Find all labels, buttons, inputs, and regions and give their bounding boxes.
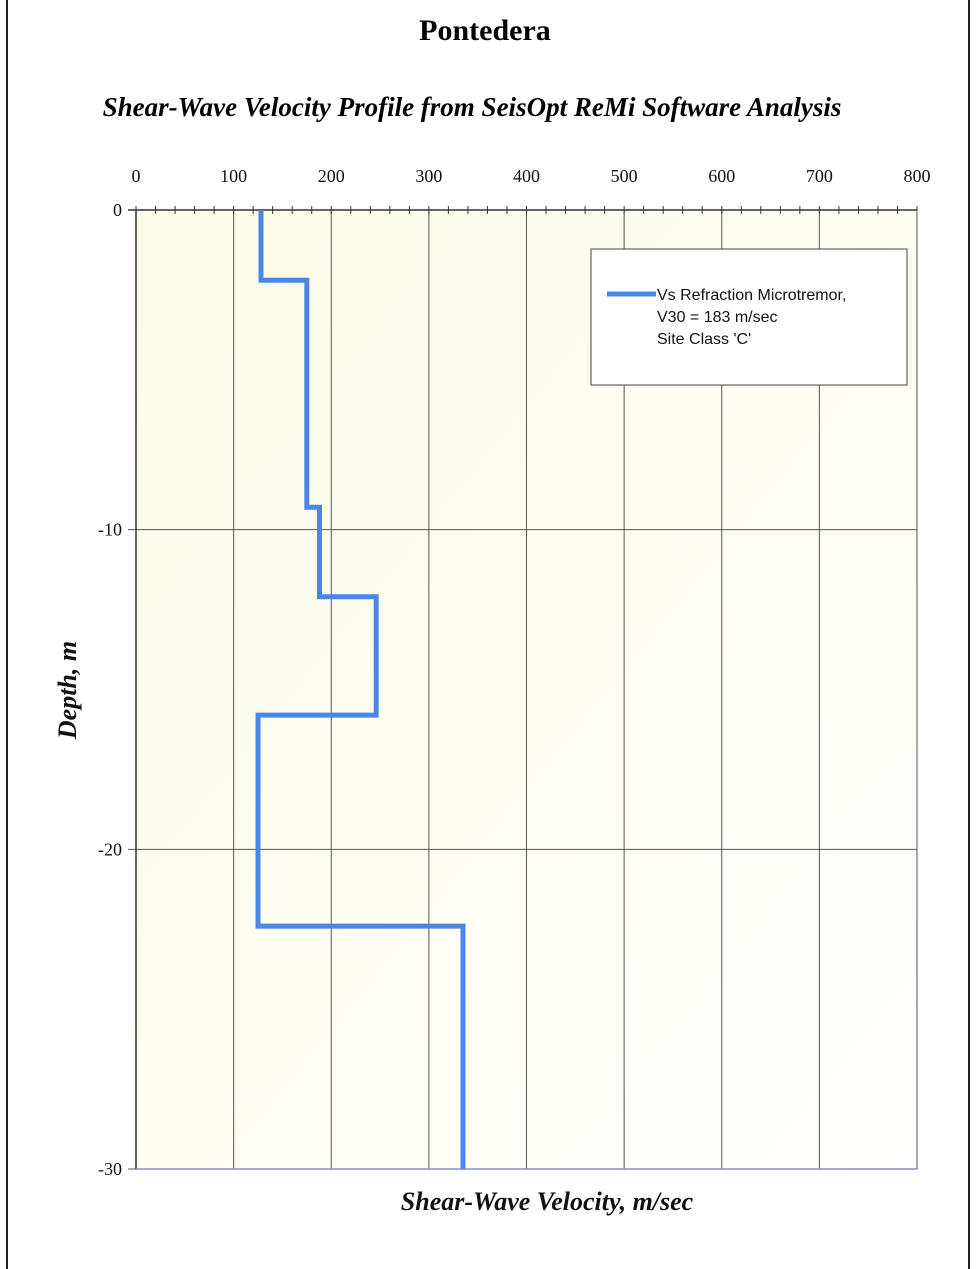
legend-box	[590, 248, 908, 386]
x-tick-label: 200	[318, 166, 345, 186]
x-tick-label: 300	[415, 166, 442, 186]
x-tick-label: 600	[708, 166, 735, 186]
x-tick-label: 100	[220, 166, 247, 186]
y-tick-label: -10	[98, 520, 122, 540]
x-tick-label: 500	[611, 166, 638, 186]
y-tick-label: -20	[98, 839, 122, 859]
x-axis-title: Shear-Wave Velocity, m/sec	[401, 1187, 694, 1216]
y-axis-title: Depth, m	[53, 641, 82, 740]
plot-area: 0 100 200 300 400 500 600 700 800 0 -10 -20 -30 Vs Re…	[98, 166, 931, 1179]
shear-wave-chart: Pontedera Shear-Wave Velocity Profile fr…	[53, 14, 931, 1216]
legend-text-line: V30 = 183 m/sec	[657, 309, 778, 326]
x-tick-label: 0	[132, 166, 141, 186]
x-tick-label: 800	[904, 166, 931, 186]
x-tick-label: 700	[806, 166, 833, 186]
chart-page: Pontedera Shear-Wave Velocity Profile fr…	[6, 0, 970, 1269]
legend-text-line: Vs Refraction Microtremor,	[657, 287, 846, 304]
legend-text-line: Site Class 'C'	[657, 331, 751, 348]
chart-title: Pontedera	[419, 14, 551, 47]
x-tick-label: 400	[513, 166, 540, 186]
y-tick-label: -30	[98, 1159, 122, 1179]
series-line	[255, 210, 466, 1169]
chart-subtitle: Shear-Wave Velocity Profile from SeisOpt…	[103, 92, 842, 122]
legend: Vs Refraction Microtremor, V30 = 183 m/se…	[590, 248, 908, 386]
y-tick-label: 0	[113, 200, 122, 220]
